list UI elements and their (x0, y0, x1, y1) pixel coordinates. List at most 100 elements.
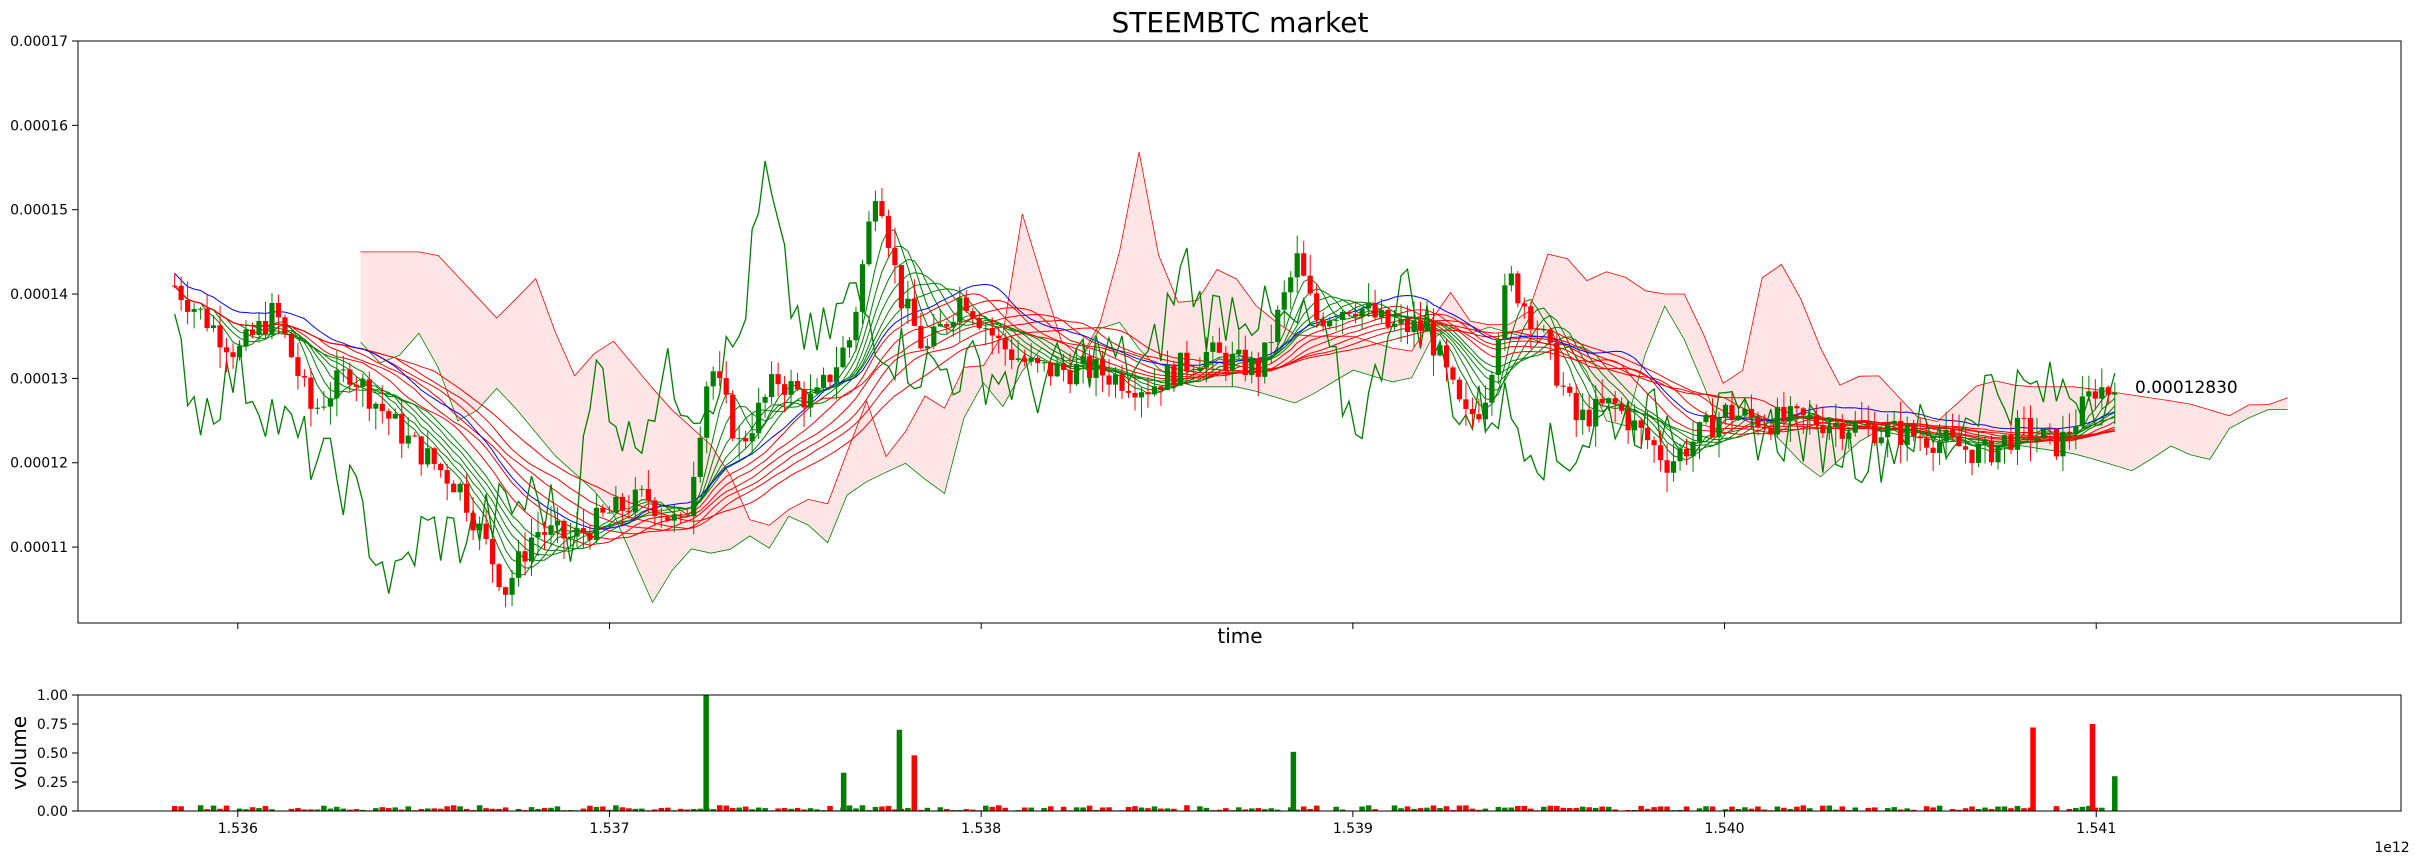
candle-body (989, 328, 995, 336)
volume-bar (1722, 809, 1729, 811)
candle-body (347, 369, 353, 385)
candle-body (1099, 358, 1106, 376)
candle-body (1949, 429, 1956, 436)
volume-bar (457, 806, 463, 811)
candle-body (749, 433, 755, 442)
candle-body (970, 311, 976, 319)
volume-bar (360, 809, 366, 811)
candle-body (1268, 342, 1274, 344)
candle-body (301, 375, 308, 378)
candle-body (1275, 309, 1281, 343)
candle-body (1424, 321, 1430, 331)
candle-body (191, 309, 197, 312)
candle-body (2079, 396, 2085, 427)
volume-bar (1508, 807, 1515, 811)
ma-red-line (174, 285, 2115, 535)
price-y-tick-label: 0.00017 (10, 34, 68, 50)
candle-body (1521, 303, 1527, 307)
volume-bar (2001, 806, 2008, 811)
volume-bar (314, 809, 321, 811)
candle-body (807, 393, 814, 408)
candle-body (1359, 308, 1365, 317)
candle-body (1586, 409, 1592, 427)
candle-body (1573, 392, 1579, 421)
volume-bar (580, 808, 587, 811)
candle-body (2112, 392, 2118, 395)
candle-body (1262, 342, 1268, 377)
candle-body (204, 308, 210, 329)
volume-bar (2092, 807, 2099, 811)
candle-body (1898, 420, 1904, 445)
volume-bar (171, 806, 178, 811)
volume-bar (918, 809, 924, 811)
candle-body (1768, 427, 1774, 435)
volume-bar (626, 808, 632, 811)
candle-body (1580, 409, 1586, 421)
candle-body (1755, 416, 1761, 428)
volume-bar (217, 808, 223, 811)
ma-red-line (174, 285, 2116, 546)
candle-body (256, 321, 262, 336)
candle-body (1417, 320, 1424, 331)
volume-bar (963, 809, 970, 811)
volume-bar (665, 807, 671, 811)
candle-body (626, 510, 632, 513)
volume-peak-bar (896, 729, 903, 811)
candle-body (1041, 362, 1047, 364)
cloud-fill-red (360, 152, 2288, 603)
candle-body (1599, 398, 1605, 404)
candle-body (1567, 386, 1573, 393)
volume-bar (1573, 807, 1579, 811)
volume-bar (924, 807, 931, 811)
volume-bar (496, 808, 502, 811)
volume-bar (431, 808, 437, 811)
price-y-tick-label: 0.00013 (10, 371, 68, 387)
candle-body (1995, 444, 2001, 463)
volume-bar (1820, 805, 1826, 811)
volume-bar (236, 808, 243, 811)
candle-body (1242, 349, 1248, 376)
candle-body (1677, 448, 1683, 462)
volume-bar (1274, 809, 1281, 811)
candle-body (678, 514, 684, 516)
candle-body (496, 564, 502, 588)
candle-body (412, 435, 418, 437)
candle-body (587, 532, 593, 540)
volume-bar (405, 806, 411, 811)
candle-body (918, 325, 924, 349)
candle-body (710, 371, 716, 387)
volume-bar (710, 809, 716, 811)
candle-body (2014, 417, 2021, 450)
price-plot: 0.00011 0.00012 0.00013 0.00014 0.00015 0.000… (10, 34, 2402, 648)
last-price-label: 0.00012830 (2135, 378, 2238, 398)
candle-body (762, 396, 768, 403)
volume-bar (788, 808, 794, 811)
volume-bar (1339, 809, 1346, 811)
candle-body (1820, 424, 1826, 434)
volume-bar (801, 809, 807, 811)
candle-body (353, 384, 359, 387)
volume-bar (535, 808, 541, 811)
candle-body (1249, 358, 1255, 376)
candle-body (1164, 364, 1171, 391)
candle-body (820, 374, 827, 388)
candle-body (1937, 441, 1943, 453)
candle-body (756, 402, 762, 434)
candle-body (950, 321, 956, 327)
candle-body (723, 378, 729, 395)
candle-body (1645, 427, 1651, 441)
volume-bar (639, 808, 645, 811)
candle-body (619, 496, 625, 511)
candle-body (528, 537, 535, 562)
volume-bar (1482, 808, 1489, 811)
volume-bar (1800, 805, 1807, 811)
candle-body (1917, 436, 1923, 439)
volume-bar (1774, 806, 1781, 811)
candle-body (249, 329, 256, 336)
candle-body (509, 577, 515, 595)
candle-body (295, 357, 301, 376)
candle-body (1794, 406, 1800, 409)
volume-bar (528, 807, 535, 811)
candle-body (1664, 460, 1670, 473)
volume-bar (398, 809, 405, 811)
